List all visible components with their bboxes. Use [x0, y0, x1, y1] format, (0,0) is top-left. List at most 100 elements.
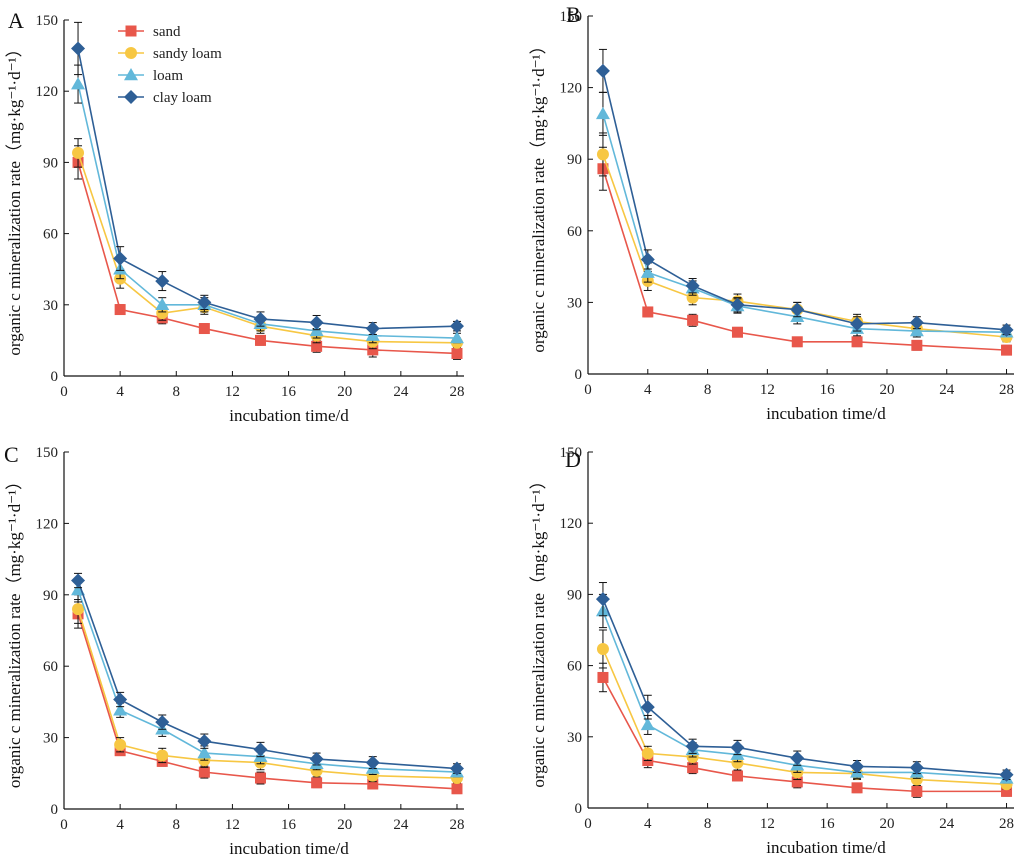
data-point	[731, 756, 744, 769]
legend-label: sandy loam	[153, 46, 222, 62]
series-line	[602, 610, 1007, 780]
x-tick-label: 20	[337, 384, 352, 400]
x-tick-label: 4	[644, 816, 652, 832]
legend-marker	[124, 90, 138, 104]
data-point	[365, 755, 380, 770]
legend-label: clay loam	[153, 90, 212, 106]
series-line	[602, 677, 1007, 793]
data-point	[686, 291, 699, 304]
x-tick-label: 8	[173, 384, 181, 400]
series-line	[77, 613, 458, 790]
data-point	[311, 340, 323, 352]
series-line	[77, 589, 458, 773]
data-point	[155, 274, 170, 289]
data-point	[309, 752, 324, 767]
series-clay-loam	[71, 572, 464, 776]
data-point	[640, 717, 655, 731]
data-point	[197, 295, 212, 310]
data-point	[730, 740, 745, 755]
y-tick-label: 30	[43, 298, 58, 314]
series-line	[77, 162, 458, 355]
data-point	[197, 734, 212, 749]
panel-label: D	[565, 447, 581, 472]
data-point	[71, 573, 86, 588]
y-axis-title: organic c mineralization rate（mg·kg⁻¹·d⁻…	[5, 473, 24, 788]
y-tick-label: 90	[43, 155, 58, 171]
y-axis-title: organic c mineralization rate（mg·kg⁻¹·d⁻…	[529, 472, 548, 787]
x-tick-label: 4	[116, 817, 124, 833]
data-point	[451, 783, 463, 795]
data-point	[1001, 344, 1013, 356]
x-axis-title: incubation time/d	[229, 406, 349, 425]
data-point	[640, 252, 655, 267]
data-point	[197, 746, 212, 759]
data-point	[253, 742, 268, 757]
data-point	[595, 63, 610, 78]
data-point	[911, 785, 923, 797]
series-loam	[595, 593, 1014, 784]
series-line	[602, 154, 1007, 338]
data-point	[909, 315, 924, 330]
y-tick-label: 120	[36, 84, 59, 100]
y-tick-label: 60	[567, 224, 582, 240]
y-tick-label: 0	[51, 369, 59, 385]
data-point	[851, 782, 863, 794]
data-point	[72, 603, 85, 616]
data-point	[449, 331, 464, 344]
legend-marker	[125, 47, 137, 59]
x-tick-label: 12	[760, 382, 775, 398]
y-tick-label: 0	[51, 802, 59, 818]
x-tick-label: 0	[60, 817, 68, 833]
data-point	[595, 592, 610, 607]
series-line	[77, 152, 457, 344]
data-point	[850, 316, 865, 331]
y-tick-label: 30	[567, 730, 582, 746]
data-point	[71, 77, 86, 90]
data-point	[253, 312, 268, 327]
series-sand	[597, 146, 1013, 356]
data-point	[597, 671, 609, 683]
data-point	[911, 339, 923, 351]
series-sand	[597, 662, 1013, 798]
data-point	[198, 323, 210, 335]
x-tick-label: 24	[939, 816, 955, 832]
legend-label: loam	[153, 68, 183, 84]
data-point	[851, 336, 863, 348]
data-point	[730, 297, 745, 312]
data-point	[791, 336, 803, 348]
x-tick-label: 28	[449, 817, 464, 833]
x-axis-title: incubation time/d	[229, 839, 349, 858]
x-tick-label: 24	[393, 384, 409, 400]
data-point	[72, 146, 85, 159]
x-tick-label: 28	[999, 382, 1014, 398]
series-line	[602, 168, 1007, 351]
x-tick-label: 8	[704, 816, 712, 832]
data-point	[156, 307, 169, 320]
data-point	[254, 772, 266, 784]
data-point	[685, 278, 700, 293]
data-point	[850, 759, 865, 774]
y-tick-label: 120	[36, 516, 59, 532]
data-point	[596, 642, 609, 655]
series-line	[77, 83, 458, 339]
data-point	[114, 738, 127, 751]
series-clay-loam	[595, 48, 1014, 337]
x-tick-label: 28	[999, 816, 1014, 832]
data-point	[640, 700, 655, 715]
data-point	[155, 715, 170, 730]
data-point	[596, 148, 609, 161]
x-tick-label: 16	[281, 817, 297, 833]
data-point	[790, 751, 805, 766]
data-point	[309, 315, 324, 330]
series-loam	[595, 91, 1014, 338]
data-point	[449, 319, 464, 334]
y-tick-label: 150	[560, 445, 583, 461]
series-loam	[71, 64, 464, 344]
y-tick-label: 0	[575, 367, 583, 383]
data-point	[999, 322, 1014, 337]
data-point	[367, 344, 379, 356]
panel-label: C	[4, 442, 19, 467]
data-point	[791, 776, 803, 788]
data-point	[449, 761, 464, 776]
